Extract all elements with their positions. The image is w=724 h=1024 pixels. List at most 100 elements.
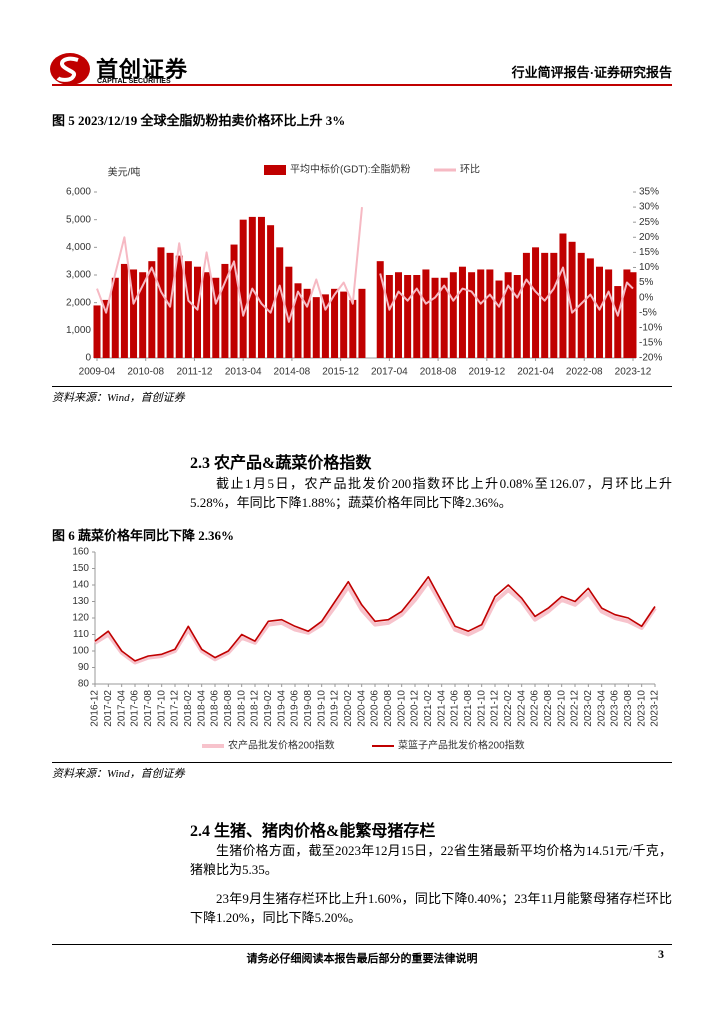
bar xyxy=(504,272,512,358)
bar xyxy=(148,261,156,358)
bar xyxy=(477,269,485,358)
bar xyxy=(130,269,138,358)
bar xyxy=(120,263,128,358)
bar xyxy=(221,263,229,358)
bar xyxy=(541,252,549,358)
legend-label: 菜篮子产品批发价格200指数 xyxy=(398,739,525,752)
x-tick-label: 2019-04 xyxy=(276,690,287,727)
x-tick-label: 2019-02 xyxy=(263,690,274,727)
figure-title: 图 5 2023/12/19 全球全脂奶粉拍卖价格环比上升 3% xyxy=(52,113,346,128)
x-tick-label: 2017-12 xyxy=(170,690,181,727)
x-tick-label: 2020-08 xyxy=(383,690,394,727)
bar xyxy=(395,272,402,358)
x-tick-label: 2023-08 xyxy=(623,690,634,727)
x-tick-label: 2018-08 xyxy=(223,690,234,727)
y-tick-label: 130 xyxy=(72,596,89,607)
x-tick-label: 2022-02 xyxy=(503,690,514,727)
x-tick-label: 2022-10 xyxy=(556,690,567,727)
bar xyxy=(568,241,576,358)
series-line xyxy=(96,207,634,323)
logo-en: CAPITAL SECURITIES xyxy=(97,78,171,85)
x-tick-label: 2022-12 xyxy=(570,690,581,727)
x-tick-label: 2018-12 xyxy=(250,690,261,727)
x-tick-label: 2017-10 xyxy=(156,690,167,727)
bar xyxy=(212,277,220,358)
logo-mark xyxy=(50,53,90,85)
chart: 0 1,000 2,000 3,000 4,000 5,000 6,000 -20% -15% -… xyxy=(66,163,662,378)
bar xyxy=(358,288,366,358)
x-tick-label: 2017-04 xyxy=(371,367,408,378)
bar xyxy=(458,266,466,358)
bar xyxy=(184,261,192,358)
y-tick-label: 80 xyxy=(78,679,90,690)
y2-tick-label: -5% xyxy=(639,307,657,318)
x-tick-label: 2022-08 xyxy=(543,690,554,727)
x-tick-label: 2020-10 xyxy=(396,690,407,727)
y-tick-label: 3,000 xyxy=(66,270,91,281)
bar xyxy=(194,266,201,358)
legend-label: 环比 xyxy=(460,164,480,176)
bar xyxy=(559,233,567,358)
x-tick-label: 2023-10 xyxy=(636,690,647,727)
y-tick-label: 110 xyxy=(73,629,89,640)
bar xyxy=(93,305,101,358)
x-tick-label: 2017-08 xyxy=(143,690,154,727)
paragraph: 生猪价格方面，截至2023年12月15日，22省生猪最新平均价格为14.51元/… xyxy=(190,843,672,877)
footer-notice: 请务必仔细阅读本报告最后部分的重要法律说明 xyxy=(246,953,478,965)
bar xyxy=(577,252,585,358)
bar xyxy=(285,266,293,358)
x-tick-label: 2021-12 xyxy=(490,690,501,727)
x-tick-label: 2018-06 xyxy=(210,690,221,727)
y2-tick-label: -20% xyxy=(639,353,662,364)
bar xyxy=(276,247,284,358)
bar xyxy=(586,258,594,358)
series-line xyxy=(93,579,657,665)
bar xyxy=(440,277,448,358)
bar xyxy=(267,225,275,358)
paragraph: 截止1月5日，农产品批发价200指数环比上升0.08%至126.07，月环比上升… xyxy=(190,476,672,510)
bar xyxy=(257,216,265,358)
x-tick-label: 2023-04 xyxy=(596,690,607,727)
report-type: 行业简评报告·证券研究报告 xyxy=(511,65,672,80)
bar xyxy=(175,255,183,358)
x-tick-label: 2014-08 xyxy=(274,367,311,378)
bar xyxy=(139,272,147,358)
x-tick-label: 2018-04 xyxy=(196,690,207,727)
y-tick-label: 150 xyxy=(72,563,89,574)
y2-tick-label: 5% xyxy=(639,277,654,288)
source: 资料来源：Wind，首创证券 xyxy=(52,768,185,780)
bar xyxy=(385,275,393,358)
y-tick-label: 2,000 xyxy=(66,297,91,308)
bar xyxy=(596,266,603,358)
y2-tick-label: 10% xyxy=(639,262,659,273)
bar xyxy=(449,272,457,358)
page-number: 3 xyxy=(658,947,664,961)
section-heading: 2.4 生猪、猪肉价格&能繁母猪存栏 xyxy=(190,823,436,840)
bar xyxy=(321,294,329,358)
x-tick-label: 2021-04 xyxy=(517,367,554,378)
y-axis-label: 美元/吨 xyxy=(108,166,141,179)
paragraph: 23年9月生猪存栏环比上升1.60%，同比下降0.40%；23年11月能繁母猪存… xyxy=(190,891,672,925)
y2-tick-label: 30% xyxy=(639,202,659,213)
bar xyxy=(431,277,439,358)
y-tick-label: 5,000 xyxy=(66,214,91,225)
x-tick-label: 2019-06 xyxy=(290,690,301,727)
y-tick-label: 160 xyxy=(72,547,89,558)
y-tick-label: 140 xyxy=(72,580,89,591)
y-tick-label: 90 xyxy=(78,662,90,673)
header-rule xyxy=(52,84,672,86)
x-tick-label: 2020-06 xyxy=(370,690,381,727)
bar xyxy=(404,275,412,358)
x-tick-label: 2023-06 xyxy=(610,690,621,727)
x-tick-label: 2020-02 xyxy=(343,690,354,727)
x-tick-label: 2023-12 xyxy=(650,690,661,727)
bar xyxy=(532,247,540,358)
bar xyxy=(102,299,110,358)
y2-tick-label: 35% xyxy=(639,187,659,198)
x-tick-label: 2023-02 xyxy=(583,690,594,727)
x-tick-label: 2021-02 xyxy=(423,690,434,727)
rule xyxy=(52,386,672,387)
bar xyxy=(312,297,320,358)
bar xyxy=(468,272,476,358)
legend-label: 农产品批发价格200指数 xyxy=(228,739,335,752)
